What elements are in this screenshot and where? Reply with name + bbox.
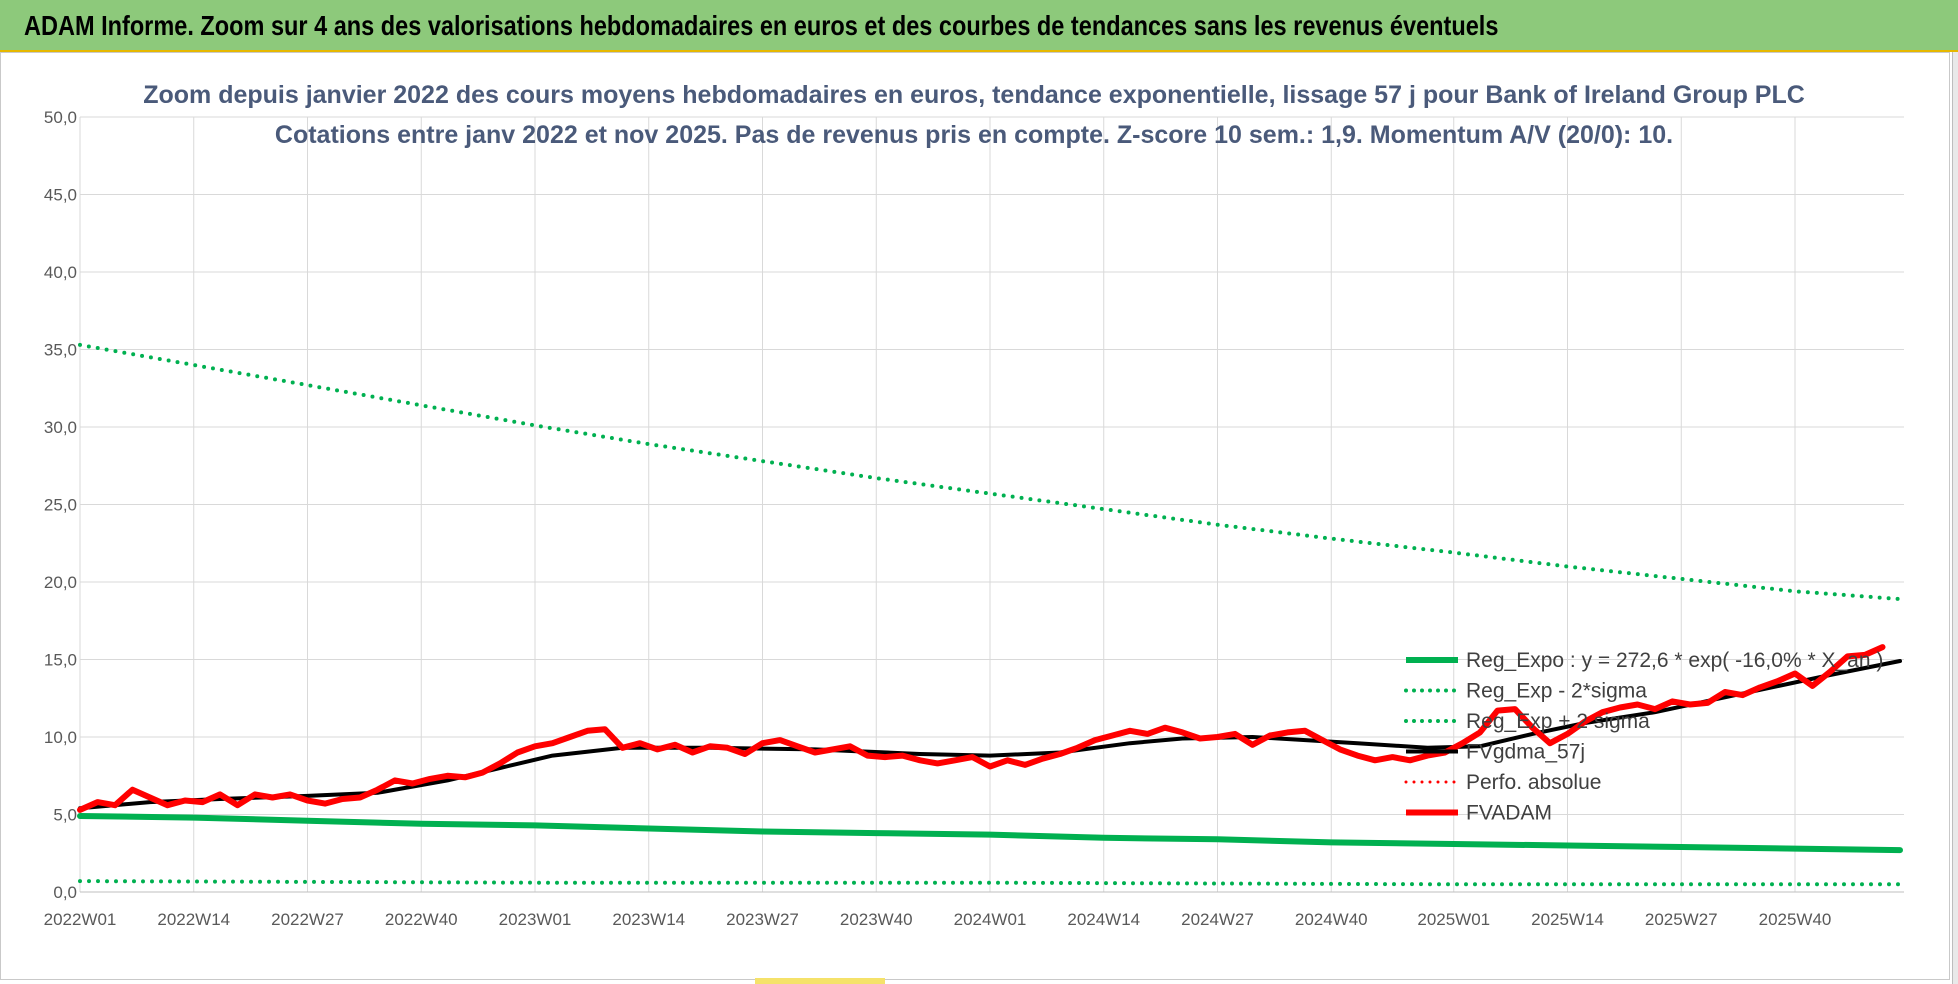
selection-marker [755,978,885,984]
x-tick-label: 2023W01 [499,910,572,929]
x-tick-label: 2025W01 [1417,910,1490,929]
legend-label: FVgdma_57j [1466,741,1585,764]
y-tick-label: 35,0 [44,341,77,360]
y-tick-label: 0,0 [53,883,77,902]
legend-label: Reg_Expo : y = 272,6 * exp( -16,0% * X_a… [1466,649,1883,672]
y-tick-label: 30,0 [44,418,77,437]
y-tick-label: 20,0 [44,573,77,592]
x-tick-label: 2024W27 [1181,910,1254,929]
legend-label: Reg_Exp + 2 sigma [1466,710,1650,733]
legend: Reg_Expo : y = 272,6 * exp( -16,0% * X_a… [1404,649,1883,825]
scrollbar[interactable] [1952,52,1958,984]
x-tick-label: 2022W40 [385,910,458,929]
x-axis: 2022W01 2022W14 2022W27 2022W40 2023W01 2023W… [44,910,1832,929]
y-tick-label: 5,0 [53,806,77,825]
y-tick-label: 10,0 [44,728,77,747]
y-tick-label: 15,0 [44,651,77,670]
series-line-0 [77,813,1903,854]
legend-label: Perfo. absolue [1466,771,1601,794]
report-title: ADAM Informe. Zoom sur 4 ans des valoris… [24,10,1499,41]
x-tick-label: 2023W40 [840,910,913,929]
chart-subtitle: Cotations entre janv 2022 et nov 2025. P… [275,121,1673,149]
x-tick-label: 2023W14 [612,910,685,929]
x-tick-label: 2024W40 [1295,910,1368,929]
y-axis: 0,0 5,0 10,0 15,0 20,0 25,0 30,0 35,0 40,0 45,0 50… [44,108,77,902]
y-tick-label: 50,0 [44,108,77,127]
x-tick-label: 2025W14 [1531,910,1604,929]
x-tick-label: 2022W27 [271,910,344,929]
x-tick-label: 2022W14 [157,910,230,929]
chart-grid [79,116,1904,893]
series-group [77,342,1903,887]
x-tick-label: 2025W40 [1759,910,1832,929]
series-line-1 [78,879,1902,887]
x-tick-label: 2024W14 [1067,910,1140,929]
x-tick-label: 2025W27 [1645,910,1718,929]
x-tick-label: 2024W01 [954,910,1027,929]
y-tick-label: 25,0 [44,496,77,515]
x-tick-label: 2023W27 [726,910,799,929]
chart-frame [0,52,1950,980]
chart-title: Zoom depuis janvier 2022 des cours moyen… [143,81,1805,109]
y-tick-label: 40,0 [44,263,77,282]
x-tick-label: 2022W01 [44,910,117,929]
y-tick-label: 45,0 [44,186,77,205]
legend-label: FVADAM [1466,802,1552,825]
legend-label: Reg_Exp - 2*sigma [1466,680,1647,703]
report-banner: ADAM Informe. Zoom sur 4 ans des valoris… [0,0,1958,52]
series-line-5 [77,644,1886,813]
